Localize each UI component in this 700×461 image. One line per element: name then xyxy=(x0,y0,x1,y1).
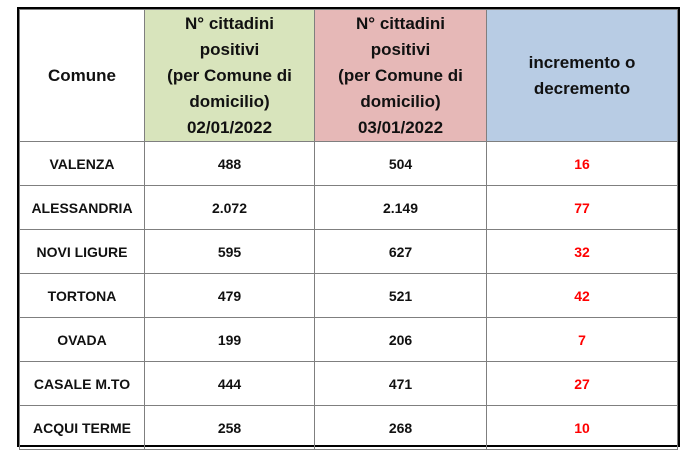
cell-positivi-02-01: 595 xyxy=(144,229,315,274)
header-line: N° cittadini xyxy=(356,13,445,33)
header-positivi-02-01: N° cittadini positivi (per Comune di dom… xyxy=(144,9,315,142)
header-comune: Comune xyxy=(19,9,145,142)
cell-positivi-03-01: 504 xyxy=(314,141,487,186)
header-line: positivi xyxy=(199,39,260,59)
table-row: ALESSANDRIA 2.072 2.149 77 xyxy=(19,185,678,230)
table-row: TORTONA 479 521 42 xyxy=(19,273,678,318)
covid-positives-table: Comune N° cittadini positivi (per Comune… xyxy=(19,9,678,450)
cell-positivi-02-01: 479 xyxy=(144,273,315,318)
header-line: incremento o xyxy=(528,52,636,72)
cell-positivi-03-01: 206 xyxy=(314,317,487,362)
cell-comune: CASALE M.TO xyxy=(19,361,145,406)
header-line: 02/01/2022 xyxy=(186,117,273,137)
covid-table-frame: Comune N° cittadini positivi (per Comune… xyxy=(17,7,680,450)
cell-comune: NOVI LIGURE xyxy=(19,229,145,274)
table-row: OVADA 199 206 7 xyxy=(19,317,678,362)
cell-positivi-02-01: 258 xyxy=(144,405,315,450)
table-row: CASALE M.TO 444 471 27 xyxy=(19,361,678,406)
table-row: ACQUI TERME 258 268 10 xyxy=(19,405,678,450)
cell-incremento: 77 xyxy=(486,185,678,230)
header-line: (per Comune di xyxy=(167,65,292,85)
cell-positivi-03-01: 2.149 xyxy=(314,185,487,230)
cell-positivi-03-01: 268 xyxy=(314,405,487,450)
cell-positivi-02-01: 444 xyxy=(144,361,315,406)
header-line: (per Comune di xyxy=(338,65,463,85)
cell-positivi-03-01: 521 xyxy=(314,273,487,318)
cell-comune: TORTONA xyxy=(19,273,145,318)
cell-incremento: 7 xyxy=(486,317,678,362)
header-line: N° cittadini xyxy=(185,13,274,33)
header-line: positivi xyxy=(370,39,431,59)
cell-incremento: 10 xyxy=(486,405,678,450)
cell-incremento: 42 xyxy=(486,273,678,318)
cell-incremento: 32 xyxy=(486,229,678,274)
cell-comune: VALENZA xyxy=(19,141,145,186)
header-line: domicilio) xyxy=(189,91,270,111)
header-positivi-03-01: N° cittadini positivi (per Comune di dom… xyxy=(314,9,487,142)
cell-comune: OVADA xyxy=(19,317,145,362)
cell-positivi-02-01: 488 xyxy=(144,141,315,186)
cell-positivi-03-01: 471 xyxy=(314,361,487,406)
header-line: domicilio) xyxy=(360,91,441,111)
cell-positivi-03-01: 627 xyxy=(314,229,487,274)
cell-positivi-02-01: 199 xyxy=(144,317,315,362)
header-line: decremento xyxy=(533,78,631,98)
table-row: NOVI LIGURE 595 627 32 xyxy=(19,229,678,274)
header-incremento: incremento o decremento xyxy=(486,9,678,142)
cell-comune: ACQUI TERME xyxy=(19,405,145,450)
cell-comune: ALESSANDRIA xyxy=(19,185,145,230)
header-line: 03/01/2022 xyxy=(357,117,444,137)
table-header-row: Comune N° cittadini positivi (per Comune… xyxy=(19,9,678,142)
cell-incremento: 16 xyxy=(486,141,678,186)
cell-incremento: 27 xyxy=(486,361,678,406)
cell-positivi-02-01: 2.072 xyxy=(144,185,315,230)
table-row: VALENZA 488 504 16 xyxy=(19,141,678,186)
